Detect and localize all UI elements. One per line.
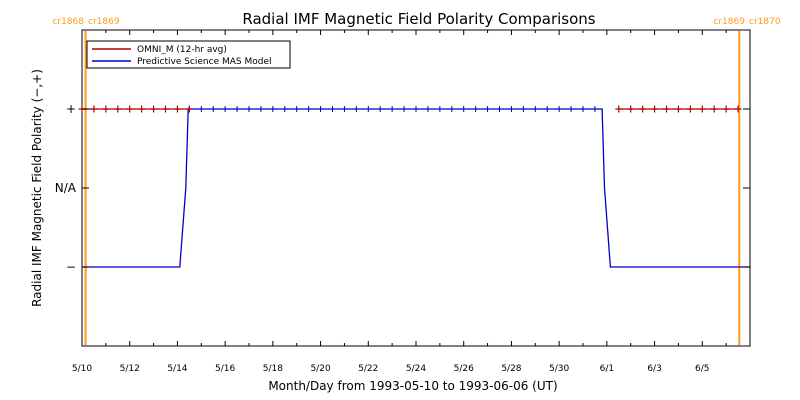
legend-box (86, 40, 291, 69)
x-tick-label-9: 5/28 (501, 364, 521, 374)
x-tick-label-6: 5/22 (358, 364, 378, 374)
x-tick-label-12: 6/3 (647, 364, 661, 374)
series-mas-line (82, 108, 750, 268)
y-tick-label-2: − (66, 260, 76, 274)
x-tick-label-8: 5/26 (454, 364, 474, 374)
carrington-label-right-start: cr1869 (88, 17, 120, 27)
carrington-label-left-start: cr1868 (52, 17, 84, 27)
chart-title: Radial IMF Magnetic Field Polarity Compa… (242, 10, 595, 28)
plot-frame (81, 29, 751, 347)
x-tick-label-7: 5/24 (406, 364, 426, 374)
carrington-markers (84, 31, 741, 345)
x-tick-label-11: 6/1 (600, 364, 614, 374)
y-tick-label-1: N/A (55, 181, 77, 195)
y-tick-label-0: + (66, 102, 76, 116)
legend: OMNI_M (12-hr avg) Predictive Science MA… (86, 40, 291, 69)
y-axis-label: Radial IMF Magnetic Field Polarity (−,+) (30, 69, 44, 307)
carrington-label-right-end: cr1870 (749, 17, 781, 27)
legend-mas-label: Predictive Science MAS Model (137, 57, 272, 67)
x-axis-label: Month/Day from 1993-05-10 to 1993-06-06 … (268, 379, 557, 393)
legend-omni-label: OMNI_M (12-hr avg) (137, 45, 227, 55)
x-tick-label-1: 5/12 (120, 364, 140, 374)
axis-layer: 5/10 5/12 5/14 5/16 5/18 5/20 5/22 5/24 5/26 5/28… (55, 30, 750, 374)
x-tick-label-5: 5/20 (310, 364, 330, 374)
series-layer (78, 105, 750, 268)
x-tick-label-13: 6/5 (695, 364, 709, 374)
x-tick-label-2: 5/14 (167, 364, 187, 374)
x-tick-label-10: 5/30 (549, 364, 569, 374)
x-tick-label-0: 5/10 (72, 364, 92, 374)
x-tick-label-3: 5/16 (215, 364, 235, 374)
carrington-label-left-end: cr1869 (713, 17, 745, 27)
x-tick-label-4: 5/18 (263, 364, 283, 374)
